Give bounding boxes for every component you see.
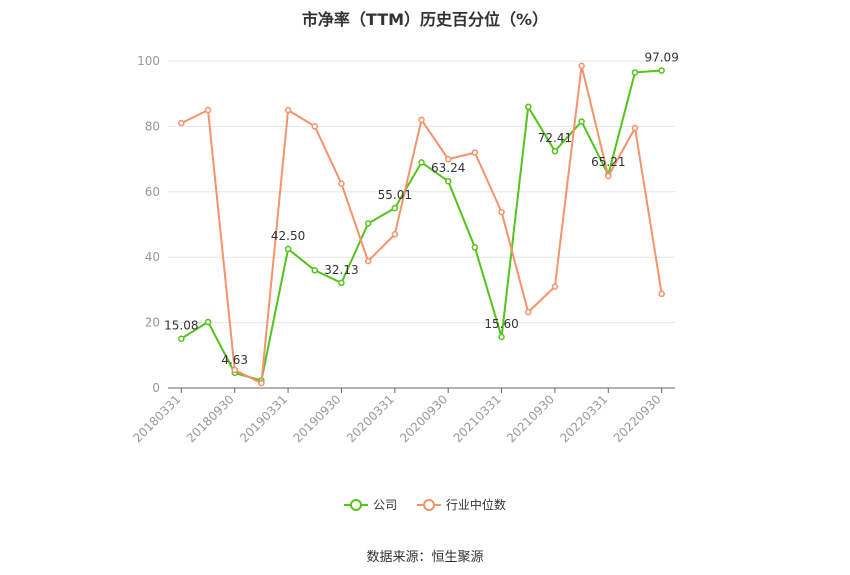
data-point (311, 267, 319, 274)
legend-item-industry-median[interactable]: 行业中位数 (416, 496, 506, 513)
y-tick-label: 40 (145, 250, 160, 264)
x-tick-label: 20220331 (557, 392, 610, 445)
data-point (578, 118, 585, 125)
series-lines (178, 62, 665, 387)
data-point (178, 335, 185, 342)
data-point (631, 124, 639, 132)
x-tick-label: 20180930 (184, 392, 237, 445)
data-label: 65.21 (591, 155, 625, 169)
data-point (578, 62, 585, 70)
data-label: 15.60 (484, 317, 518, 331)
data-point (444, 155, 452, 163)
legend-swatch-company (344, 498, 369, 512)
data-point (631, 69, 639, 76)
legend-item-company[interactable]: 公司 (344, 496, 397, 513)
x-tick-label: 20200930 (397, 392, 450, 445)
data-point (444, 177, 452, 185)
data-label: 32.13 (324, 263, 358, 277)
data-label: 55.01 (378, 188, 412, 202)
data-point (658, 67, 665, 74)
legend-swatch-industry-median (416, 498, 441, 512)
data-point (551, 283, 559, 290)
y-tick-label: 20 (145, 316, 160, 330)
x-tick-label: 20220930 (611, 392, 664, 445)
data-point (204, 106, 212, 114)
y-tick-label: 0 (152, 381, 160, 395)
chart-title: 市净率（TTM）历史百分位（%） (301, 10, 549, 29)
data-label: 42.50 (271, 229, 305, 243)
x-tick-label: 20190331 (237, 392, 290, 445)
data-point (524, 103, 532, 111)
data-point (658, 290, 665, 298)
data-point (231, 366, 238, 374)
data-label: 63.24 (431, 161, 465, 175)
data-point (338, 279, 345, 287)
x-tick-label: 20200331 (344, 392, 397, 445)
data-point (284, 106, 292, 114)
legend: 公司 行业中位数 (0, 496, 850, 515)
x-tick-label: 20180331 (130, 392, 183, 445)
data-point (391, 204, 399, 212)
data-label: 15.08 (164, 319, 198, 333)
data-point (364, 220, 372, 227)
x-tick-label: 20210331 (451, 392, 504, 445)
x-tick-label: 20210930 (504, 392, 557, 445)
data-point (471, 244, 479, 251)
data-point (364, 257, 372, 265)
data-labels: 15.08 4.63 42.50 32.13 55.01 63.24 15.60 72.41 6… (164, 51, 679, 367)
data-point (551, 147, 559, 155)
source-note: 数据来源：恒生聚源 (366, 550, 484, 565)
data-point (311, 123, 319, 130)
y-tick-label: 60 (145, 185, 160, 199)
data-point (204, 318, 212, 326)
data-point (284, 245, 292, 253)
x-tick-label: 20190930 (290, 392, 343, 445)
data-point (258, 379, 265, 387)
series-line-1 (180, 64, 663, 385)
data-point (524, 308, 532, 316)
legend-label-industry-median: 行业中位数 (445, 498, 506, 512)
y-tick-label: 80 (145, 119, 160, 133)
data-point (471, 149, 479, 156)
data-point (178, 119, 185, 127)
data-label: 97.09 (644, 51, 678, 65)
data-label: 4.63 (221, 353, 248, 367)
data-label: 72.41 (538, 131, 572, 145)
data-point (391, 231, 399, 238)
data-point (418, 116, 425, 124)
data-point (605, 172, 612, 180)
legend-label-company: 公司 (373, 498, 398, 512)
data-point (498, 333, 505, 341)
data-point (418, 159, 425, 166)
y-tick-label: 100 (137, 54, 160, 68)
data-point (498, 208, 505, 216)
data-point (338, 180, 345, 187)
grid-lines (168, 60, 675, 324)
